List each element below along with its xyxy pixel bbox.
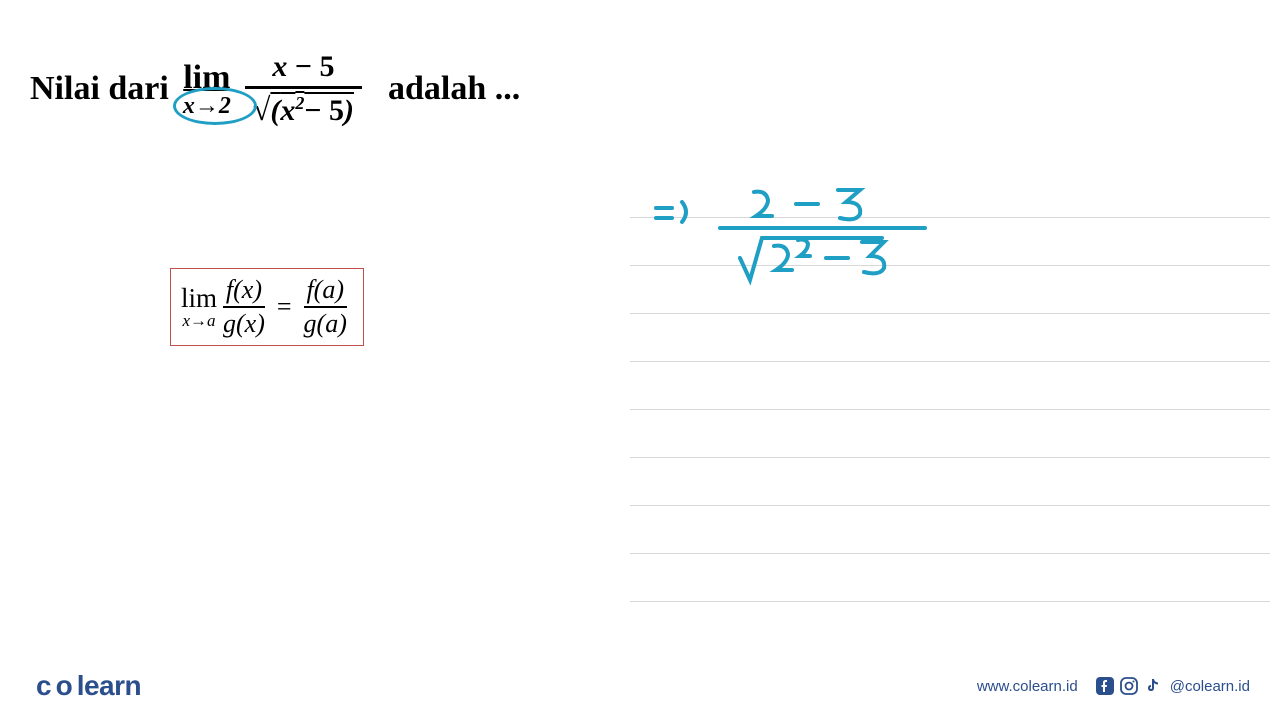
numerator: x − 5	[264, 50, 342, 86]
website-url: www.colearn.id	[977, 678, 1078, 695]
denominator: √(x2− 5)	[245, 89, 362, 128]
workspace-lines	[630, 170, 1270, 602]
main-fraction: x − 5 √(x2− 5)	[245, 50, 362, 128]
question-expression: Nilai dari lim x→2 x − 5 √(x2− 5) adalah…	[30, 50, 520, 128]
social-icons: @colearn.id	[1096, 677, 1250, 695]
limit-formula-box: lim x→a f(x) g(x) = f(a) g(a)	[170, 268, 364, 346]
facebook-icon	[1096, 677, 1114, 695]
formula-lim: lim x→a	[181, 283, 217, 331]
formula-left-fraction: f(x) g(x)	[223, 275, 265, 339]
footer-right: www.colearn.id @colearn.id	[977, 677, 1250, 695]
brand-logo: colearn	[36, 670, 141, 702]
instagram-icon	[1120, 677, 1138, 695]
limit-symbol: lim x→2	[183, 59, 231, 120]
footer: colearn www.colearn.id @colearn.id	[0, 670, 1280, 702]
formula-right-fraction: f(a) g(a)	[304, 275, 347, 339]
question-prefix: Nilai dari	[30, 70, 169, 108]
social-handle: @colearn.id	[1170, 678, 1250, 695]
limit-circle-annotation	[173, 87, 257, 125]
tiktok-icon	[1144, 677, 1162, 695]
question-suffix: adalah ...	[388, 70, 520, 108]
